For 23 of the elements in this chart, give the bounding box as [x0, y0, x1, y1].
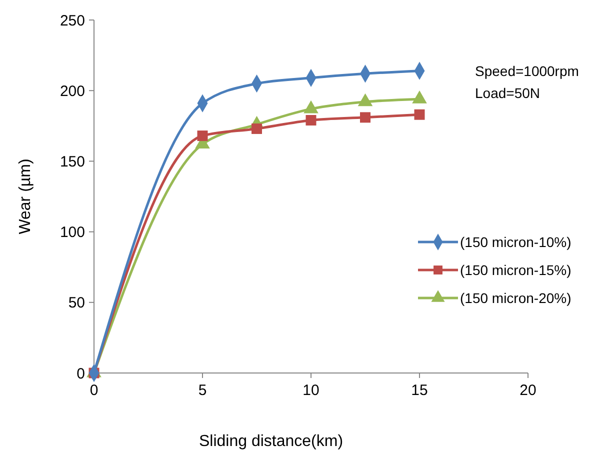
- annotation: Load=50N: [475, 85, 540, 101]
- y-axis-title: Wear (µm): [17, 158, 34, 234]
- legend-label: (150 micron-20%): [460, 290, 572, 306]
- legend-label: (150 micron-10%): [460, 234, 572, 250]
- x-tick-label: 20: [520, 382, 536, 399]
- x-axis-title: Sliding distance(km): [198, 433, 344, 450]
- legend-label: (150 micron-15%): [460, 262, 572, 278]
- y-tick-label: 0: [76, 365, 85, 382]
- x-tick-label: 10: [302, 382, 320, 399]
- point: [306, 115, 316, 126]
- x-tick-label: 15: [411, 382, 428, 399]
- y-tick-label: 100: [60, 224, 85, 242]
- y-tick-label: 150: [60, 153, 85, 170]
- x-tick-label: 0: [90, 382, 98, 399]
- point: [197, 130, 208, 142]
- point: [252, 123, 262, 134]
- annotation: Speed=1000rpm: [475, 63, 579, 79]
- y-tick-label: 50: [68, 294, 85, 312]
- point: [360, 112, 370, 123]
- point: [414, 109, 425, 120]
- y-tick-label: 250: [60, 12, 85, 30]
- y-tick-label: 200: [60, 82, 85, 100]
- x-tick-label: 5: [198, 382, 207, 399]
